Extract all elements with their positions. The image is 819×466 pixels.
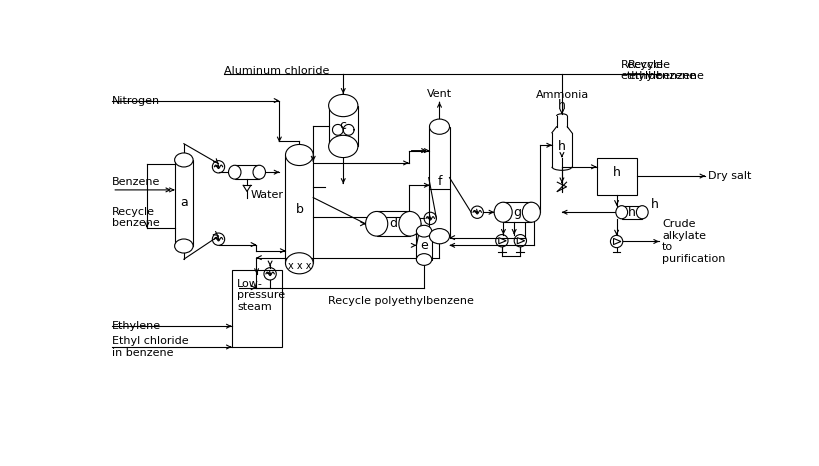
Ellipse shape — [174, 153, 192, 167]
Text: Ammonia: Ammonia — [535, 90, 588, 100]
Bar — [231, 270, 281, 347]
Text: Recycle
ethylbenzene: Recycle ethylbenzene — [620, 60, 695, 82]
Bar — [376, 212, 410, 236]
Text: Nitrogen: Nitrogen — [112, 96, 161, 106]
Text: Benzene: Benzene — [112, 177, 161, 187]
Text: Recycle
benzene: Recycle benzene — [112, 207, 160, 228]
Ellipse shape — [174, 239, 192, 253]
Text: Aluminum chloride: Aluminum chloride — [224, 66, 329, 75]
Text: Ethyl chloride
in benzene: Ethyl chloride in benzene — [112, 336, 188, 358]
Ellipse shape — [494, 202, 512, 222]
Text: e: e — [419, 239, 428, 252]
Text: d: d — [389, 217, 397, 230]
Text: h: h — [612, 166, 620, 178]
Polygon shape — [498, 238, 505, 244]
Text: c: c — [339, 119, 346, 132]
Ellipse shape — [429, 229, 449, 244]
Ellipse shape — [615, 206, 627, 219]
Text: a: a — [179, 197, 188, 210]
Text: f: f — [437, 175, 441, 188]
Ellipse shape — [522, 202, 540, 222]
Ellipse shape — [636, 206, 647, 219]
Ellipse shape — [253, 165, 265, 179]
Text: Vent: Vent — [427, 89, 451, 99]
Text: h: h — [557, 140, 565, 153]
Bar — [596, 158, 636, 194]
Ellipse shape — [398, 212, 420, 236]
Text: Recycle
ethylbenzene: Recycle ethylbenzene — [627, 60, 704, 82]
Bar — [234, 165, 259, 179]
Bar — [621, 206, 641, 219]
Bar — [328, 105, 357, 146]
Text: Ethylene: Ethylene — [112, 321, 161, 331]
Ellipse shape — [229, 165, 241, 179]
Text: g: g — [513, 206, 521, 219]
Text: Dry salt: Dry salt — [708, 171, 751, 181]
Polygon shape — [613, 239, 620, 245]
Ellipse shape — [328, 135, 357, 158]
Text: Recycle polyethylbenzene: Recycle polyethylbenzene — [328, 296, 473, 306]
Text: Water: Water — [251, 190, 283, 200]
Ellipse shape — [365, 212, 387, 236]
Text: h: h — [650, 198, 658, 211]
Text: b: b — [295, 203, 303, 216]
Bar — [416, 231, 432, 260]
Text: Low-
pressure
steam: Low- pressure steam — [237, 279, 285, 312]
Text: h: h — [627, 206, 636, 219]
Text: x x x: x x x — [287, 261, 310, 271]
Bar — [429, 127, 449, 236]
Ellipse shape — [429, 119, 449, 134]
Bar — [174, 160, 192, 246]
Polygon shape — [517, 238, 524, 244]
Text: h: h — [557, 99, 565, 112]
Text: Crude
alkylate
to
purification: Crude alkylate to purification — [661, 219, 725, 264]
Bar — [503, 202, 531, 222]
Ellipse shape — [416, 226, 432, 237]
Ellipse shape — [285, 144, 313, 165]
Ellipse shape — [285, 253, 313, 274]
Ellipse shape — [328, 95, 357, 116]
Ellipse shape — [416, 254, 432, 265]
Bar — [285, 155, 313, 263]
